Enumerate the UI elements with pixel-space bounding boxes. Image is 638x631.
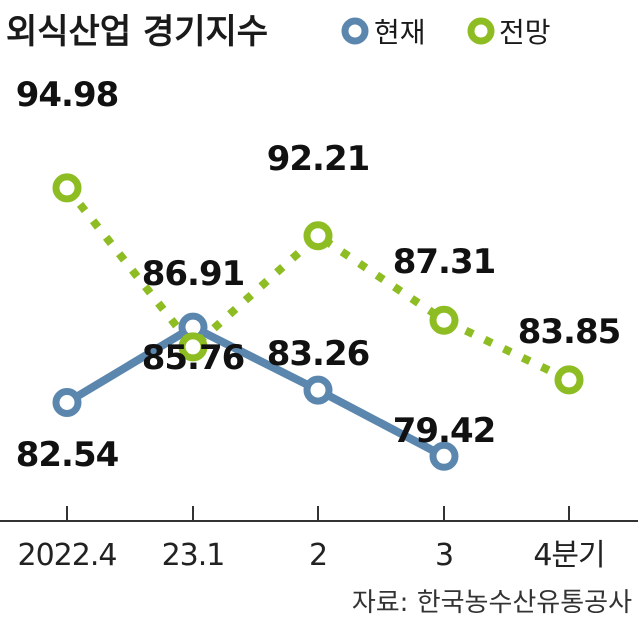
x-tick-label-4: 4분기 [533,538,604,573]
data-label-outlook-1: 85.76 [142,338,245,378]
point-outlook-0 [52,173,82,203]
data-label-current-1: 86.91 [142,254,245,294]
data-label-current-0: 82.54 [16,435,119,475]
data-label-outlook-4: 83.85 [518,312,621,352]
x-axis-tick-labels: 2022.4 23.1 2 3 4분기 [18,538,606,573]
series-current [52,312,459,471]
data-label-current-2: 83.26 [267,334,370,374]
point-outlook-1 [178,332,208,362]
x-axis-ticks [66,506,570,521]
legend-marker-current [341,17,369,45]
legend: 현재 전망 [341,16,551,49]
point-current-3 [429,441,459,471]
series-outlook [52,173,584,395]
data-label-outlook-0: 94.98 [16,75,119,115]
series-line-current [63,323,448,461]
point-outlook-2 [303,221,333,251]
data-label-outlook-3: 87.31 [393,242,496,282]
x-tick-label-2: 2 [309,538,327,573]
data-labels: 82.54 86.91 83.26 79.42 94.98 85.76 92.21 87.31… [16,75,622,475]
source-note: 자료: 한국농수산유통공사 [352,588,632,618]
data-label-current-3: 79.42 [393,411,496,451]
point-current-2 [303,375,333,405]
x-tick-label-0: 2022.4 [18,538,117,573]
point-outlook-3 [429,305,459,335]
x-tick-label-3: 3 [435,538,453,573]
legend-label-outlook: 전망 [499,16,551,49]
legend-marker-outlook [467,17,495,45]
series-line-outlook [63,185,571,384]
data-label-outlook-2: 92.21 [267,139,370,179]
legend-label-current: 현재 [374,16,426,49]
point-outlook-4 [554,365,584,395]
x-tick-label-1: 23.1 [162,538,225,573]
chart-title: 외식산업 경기지수 [6,12,268,52]
point-current-0 [52,388,82,417]
